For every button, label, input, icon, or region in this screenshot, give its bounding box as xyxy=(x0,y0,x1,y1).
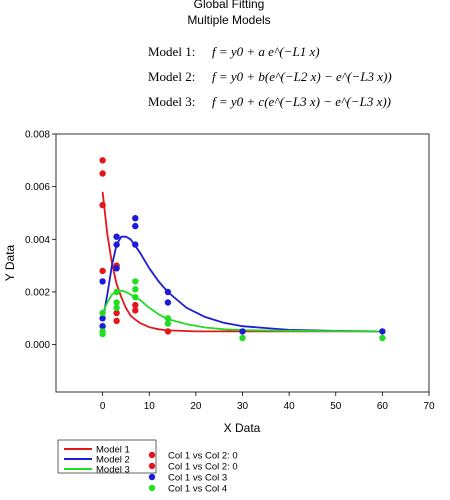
data-point xyxy=(113,288,120,296)
equation-label: Model 2: xyxy=(148,69,195,84)
data-point xyxy=(99,170,106,177)
data-point xyxy=(113,317,120,325)
y-tick-label: 0.000 xyxy=(25,340,50,351)
x-axis: 0 10 20 30 40 50 60 70 xyxy=(100,392,435,412)
data-point xyxy=(99,315,106,322)
equation-label: Model 3: xyxy=(148,94,195,109)
data-point xyxy=(113,265,120,272)
equation-formula: f = y0 + b(e^(−L2 x) − e^(−L3 x)) xyxy=(212,69,392,84)
equation-label: Model 1: xyxy=(148,44,195,59)
equation-block: Model 1: f = y0 + a e^(−L1 x) Model 2: f = … xyxy=(148,44,392,109)
legend-line-label: Model 2 xyxy=(96,455,130,466)
data-point xyxy=(164,320,172,327)
data-point xyxy=(99,330,106,338)
legend-line-label: Model 1 xyxy=(96,445,130,456)
legend-point-swatch xyxy=(148,484,156,492)
data-point xyxy=(113,309,120,317)
data-point xyxy=(99,267,106,275)
legend-line-label: Model 3 xyxy=(96,465,130,476)
data-point xyxy=(164,299,172,306)
data-point xyxy=(164,328,172,335)
legend-point-label: Col 1 vs Col 2: 0 xyxy=(168,462,238,473)
x-tick-label: 70 xyxy=(423,401,435,412)
data-point xyxy=(379,334,386,342)
data-point xyxy=(132,241,139,248)
y-tick-label: 0.008 xyxy=(25,130,50,141)
equation-formula: f = y0 + a e^(−L1 x) xyxy=(212,44,320,59)
data-point xyxy=(132,301,139,309)
data-point xyxy=(132,215,139,222)
data-point xyxy=(164,315,172,322)
data-point xyxy=(99,201,106,209)
legend-point-swatch xyxy=(148,473,156,481)
x-tick-label: 20 xyxy=(190,401,202,412)
data-point xyxy=(132,278,139,285)
legend-point-label: Col 1 vs Col 4 xyxy=(168,484,227,495)
x-tick-label: 60 xyxy=(377,401,389,412)
legend-point-label: Col 1 vs Col 2: 0 xyxy=(168,451,238,462)
data-point xyxy=(239,328,246,335)
data-point xyxy=(132,222,139,230)
y-tick-label: 0.004 xyxy=(25,235,50,246)
legend-box xyxy=(57,439,157,474)
x-axis-label: X Data xyxy=(224,421,261,435)
data-points xyxy=(99,157,386,342)
legend-point-swatch xyxy=(148,462,156,470)
model-curves xyxy=(101,191,383,333)
x-tick-label: 0 xyxy=(100,401,106,412)
x-tick-label: 50 xyxy=(330,401,342,412)
y-tick-label: 0.002 xyxy=(25,287,50,298)
series-line-model-2 xyxy=(101,235,383,333)
data-point xyxy=(99,157,106,164)
y-axis-label: Y Data xyxy=(3,244,17,281)
data-point xyxy=(132,307,139,314)
data-point xyxy=(99,278,106,285)
legend-point-swatch xyxy=(148,451,156,459)
data-point xyxy=(113,233,120,240)
data-point xyxy=(164,288,172,296)
x-tick-label: 10 xyxy=(144,401,156,412)
data-point xyxy=(379,328,386,335)
chart-title: Global Fitting xyxy=(194,0,265,11)
data-point xyxy=(113,299,120,306)
data-point xyxy=(113,304,120,311)
x-tick-label: 30 xyxy=(237,401,249,412)
data-point xyxy=(113,241,120,248)
series-line-model-1 xyxy=(101,191,383,333)
data-point xyxy=(99,323,106,330)
legend-point-label: Col 1 vs Col 3 xyxy=(168,473,227,484)
equation-formula: f = y0 + c(e^(−L3 x) − e^(−L3 x)) xyxy=(212,94,391,109)
y-axis: 0.000 0.002 0.004 0.006 0.008 xyxy=(25,130,56,351)
data-point xyxy=(239,334,246,342)
data-point xyxy=(132,294,139,301)
chart-subtitle: Multiple Models xyxy=(187,13,270,27)
y-tick-label: 0.006 xyxy=(25,182,50,193)
data-point xyxy=(132,286,139,293)
data-point xyxy=(99,309,106,317)
x-tick-label: 40 xyxy=(284,401,296,412)
